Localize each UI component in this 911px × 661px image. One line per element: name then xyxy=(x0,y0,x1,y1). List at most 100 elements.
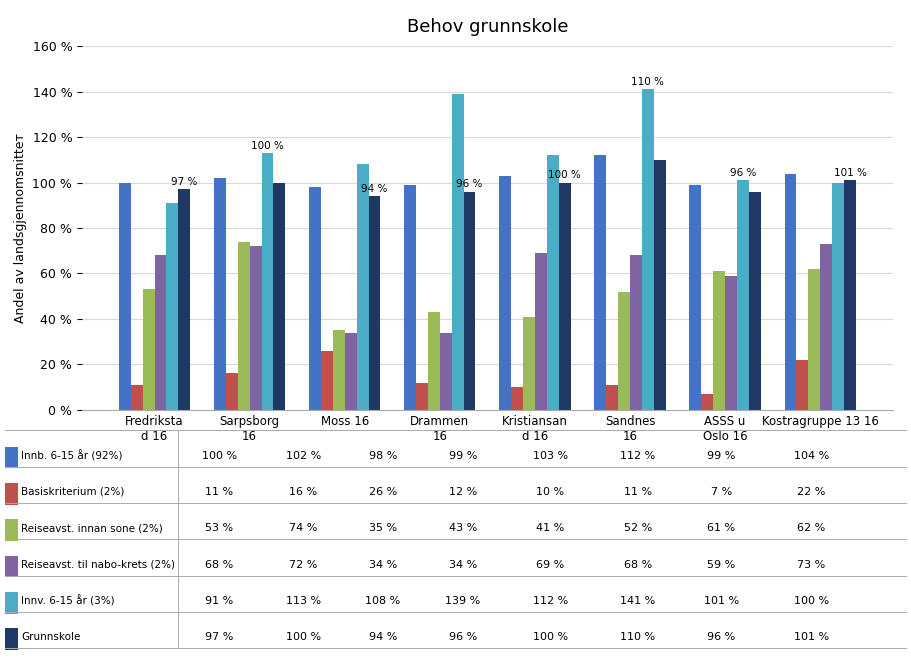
Bar xyxy=(118,182,131,410)
Bar xyxy=(749,192,761,410)
Text: Reiseavst. til nabo-krets (2%): Reiseavst. til nabo-krets (2%) xyxy=(21,560,175,570)
Text: 74 %: 74 % xyxy=(289,524,318,533)
Text: 100 %: 100 % xyxy=(793,596,829,606)
Text: 97 %: 97 % xyxy=(171,177,198,187)
Bar xyxy=(167,203,179,410)
Bar xyxy=(558,182,570,410)
Text: 41 %: 41 % xyxy=(536,524,565,533)
Text: 94 %: 94 % xyxy=(369,633,397,642)
Text: 73 %: 73 % xyxy=(797,560,825,570)
Bar xyxy=(642,89,654,410)
Bar xyxy=(416,383,428,410)
Text: 12 %: 12 % xyxy=(448,487,477,497)
Bar xyxy=(535,253,547,410)
Y-axis label: Andel av landsgjennomsnittет: Andel av landsgjennomsnittет xyxy=(14,133,26,323)
Text: 43 %: 43 % xyxy=(448,524,477,533)
Bar xyxy=(344,332,356,410)
Text: 104 %: 104 % xyxy=(793,451,829,461)
Text: 34 %: 34 % xyxy=(448,560,477,570)
Text: 103 %: 103 % xyxy=(533,451,568,461)
Bar xyxy=(690,185,701,410)
Text: Innv. 6-15 år (3%): Innv. 6-15 år (3%) xyxy=(21,596,115,607)
Bar xyxy=(179,190,190,410)
Bar xyxy=(523,317,535,410)
Text: 11 %: 11 % xyxy=(624,487,651,497)
Text: 98 %: 98 % xyxy=(369,451,397,461)
Bar xyxy=(784,173,796,410)
Text: 72 %: 72 % xyxy=(289,560,318,570)
Text: 97 %: 97 % xyxy=(205,633,234,642)
Text: 108 %: 108 % xyxy=(365,596,401,606)
Text: 34 %: 34 % xyxy=(369,560,397,570)
Bar xyxy=(654,160,666,410)
Bar xyxy=(820,244,832,410)
Bar xyxy=(273,182,285,410)
Text: 96 %: 96 % xyxy=(707,633,736,642)
Text: 59 %: 59 % xyxy=(707,560,736,570)
Bar xyxy=(309,187,321,410)
Text: Innb. 6-15 år (92%): Innb. 6-15 år (92%) xyxy=(21,450,122,461)
Text: 100 %: 100 % xyxy=(202,451,237,461)
Text: 52 %: 52 % xyxy=(623,524,652,533)
Bar xyxy=(356,165,369,410)
Text: 112 %: 112 % xyxy=(533,596,568,606)
Bar xyxy=(606,385,619,410)
Bar xyxy=(701,394,713,410)
Text: 16 %: 16 % xyxy=(290,487,317,497)
Text: 96 %: 96 % xyxy=(448,633,477,642)
Text: 110 %: 110 % xyxy=(631,77,664,87)
Text: 22 %: 22 % xyxy=(797,487,825,497)
Text: 112 %: 112 % xyxy=(620,451,655,461)
Text: 94 %: 94 % xyxy=(362,184,388,194)
Bar xyxy=(452,94,464,410)
Bar xyxy=(404,185,416,410)
Text: 62 %: 62 % xyxy=(797,524,825,533)
Text: 7 %: 7 % xyxy=(711,487,732,497)
Bar xyxy=(499,176,511,410)
Text: 68 %: 68 % xyxy=(205,560,234,570)
Bar xyxy=(511,387,523,410)
Bar xyxy=(428,312,440,410)
Text: 10 %: 10 % xyxy=(537,487,564,497)
Text: 101 %: 101 % xyxy=(793,633,829,642)
Text: 100 %: 100 % xyxy=(286,633,321,642)
Title: Behov grunnskole: Behov grunnskole xyxy=(406,19,568,36)
Bar xyxy=(796,360,808,410)
Bar xyxy=(333,330,344,410)
Text: Reiseavst. innan sone (2%): Reiseavst. innan sone (2%) xyxy=(21,524,163,533)
Bar xyxy=(630,255,642,410)
Bar xyxy=(155,255,167,410)
Bar xyxy=(321,351,333,410)
Text: 91 %: 91 % xyxy=(205,596,234,606)
Text: 101 %: 101 % xyxy=(834,168,866,178)
Bar xyxy=(369,196,381,410)
Text: 139 %: 139 % xyxy=(445,596,480,606)
Bar xyxy=(619,292,630,410)
Text: 102 %: 102 % xyxy=(286,451,321,461)
Text: 100 %: 100 % xyxy=(533,633,568,642)
Bar xyxy=(226,373,238,410)
Text: 113 %: 113 % xyxy=(286,596,321,606)
Text: 100 %: 100 % xyxy=(548,171,581,180)
Text: 96 %: 96 % xyxy=(730,168,756,178)
Text: 61 %: 61 % xyxy=(708,524,735,533)
Text: 69 %: 69 % xyxy=(536,560,565,570)
Bar xyxy=(250,246,261,410)
Bar xyxy=(261,153,273,410)
Bar xyxy=(594,155,606,410)
Text: 101 %: 101 % xyxy=(704,596,739,606)
Bar xyxy=(440,332,452,410)
Bar xyxy=(238,242,250,410)
Bar xyxy=(464,192,476,410)
Bar xyxy=(808,269,820,410)
Text: 11 %: 11 % xyxy=(206,487,233,497)
Text: 35 %: 35 % xyxy=(369,524,397,533)
Text: Grunnskole: Grunnskole xyxy=(21,633,80,642)
Bar xyxy=(143,290,155,410)
Text: 99 %: 99 % xyxy=(448,451,477,461)
Bar xyxy=(547,155,558,410)
Text: Basiskriterium (2%): Basiskriterium (2%) xyxy=(21,487,124,497)
Text: 68 %: 68 % xyxy=(623,560,652,570)
Bar xyxy=(131,385,143,410)
Text: 141 %: 141 % xyxy=(620,596,655,606)
